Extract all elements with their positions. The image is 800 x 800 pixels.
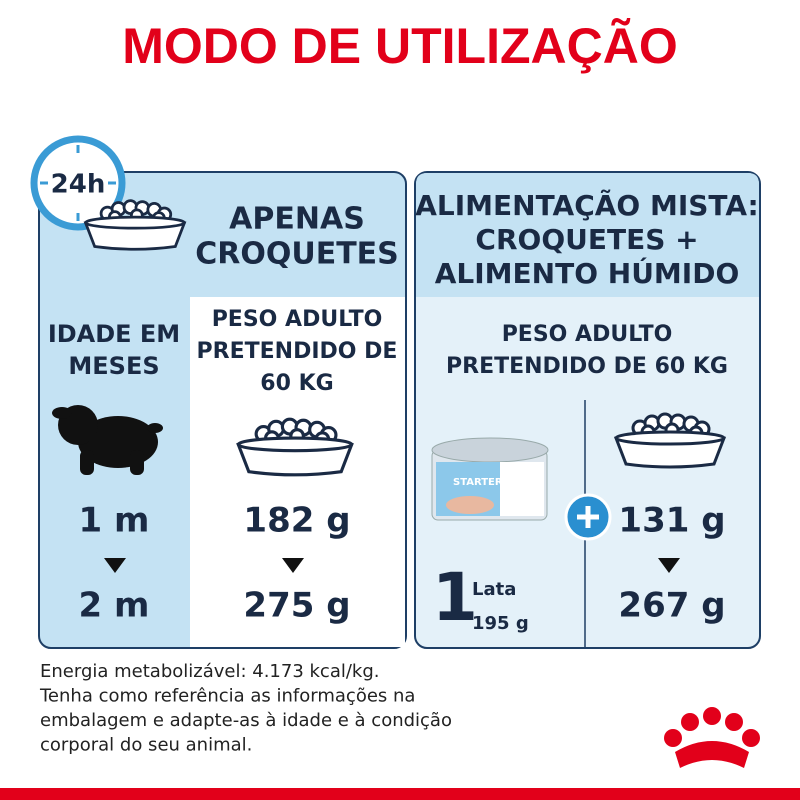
brand-logo: [664, 707, 760, 768]
age: 1 m: [79, 501, 150, 541]
wet-unit: Lata: [472, 579, 516, 600]
plus-icon: [564, 493, 612, 541]
weight-header: PESO ADULTO: [502, 322, 673, 347]
amount: 182 g: [243, 501, 350, 541]
age-header: MESES: [68, 352, 159, 380]
weight-header: PESO ADULTO: [212, 307, 383, 332]
age-header: IDADE EM: [48, 320, 180, 348]
wet-count: 1: [432, 559, 478, 636]
age: 2 m: [79, 586, 150, 626]
footer-text: corporal do seu animal.: [40, 735, 252, 756]
amount: 267 g: [618, 586, 725, 626]
footer-text: Energia metabolizável: 4.173 kcal/kg.: [40, 661, 380, 682]
puppy-icon: [52, 405, 163, 475]
clock-label: 24h: [51, 170, 106, 200]
right-header-bg: [416, 173, 759, 297]
weight-header: 60 KG: [260, 371, 333, 396]
left-header: APENAS: [229, 202, 365, 237]
amount: 275 g: [243, 586, 350, 626]
footer-text: embalagem e adapte-as à idade e à condiç…: [40, 710, 452, 731]
left-header: CROQUETES: [195, 237, 399, 272]
footer-text: Tenha como referência as informações na: [39, 686, 415, 707]
right-header: ALIMENTAÇÃO MISTA:: [415, 188, 758, 222]
amount: 131 g: [618, 501, 725, 541]
right-header: CROQUETES +: [475, 223, 698, 256]
can-icon: [431, 437, 549, 521]
right-header: ALIMENTO HÚMIDO: [435, 256, 740, 290]
can-label: STARTER: [453, 477, 503, 488]
arrows: [104, 558, 680, 573]
title: MODO DE UTILIZAÇÃO: [122, 18, 678, 74]
weight-header: PRETENDIDO DE: [197, 339, 398, 364]
clock-icon: [30, 135, 126, 231]
wet-weight: 195 g: [472, 613, 529, 634]
weight-header: PRETENDIDO DE 60 KG: [446, 354, 728, 379]
footer-bar: [0, 788, 800, 800]
